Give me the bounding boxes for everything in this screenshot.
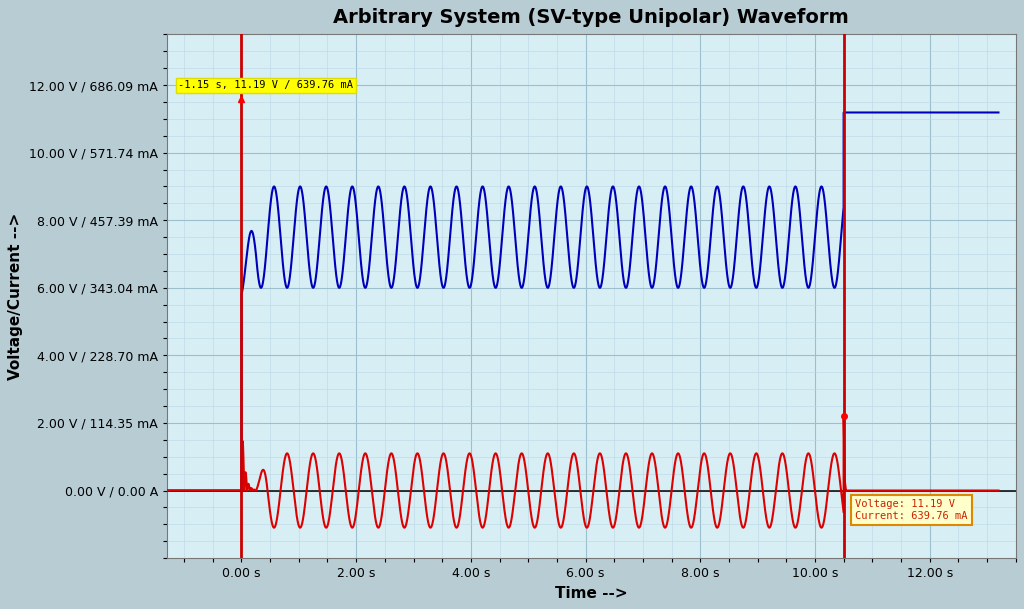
- Y-axis label: Voltage/Current -->: Voltage/Current -->: [8, 213, 24, 380]
- Text: Voltage: 11.19 V
Current: 639.76 mA: Voltage: 11.19 V Current: 639.76 mA: [855, 499, 968, 521]
- Text: -1.15 s, 11.19 V / 639.76 mA: -1.15 s, 11.19 V / 639.76 mA: [178, 80, 353, 91]
- X-axis label: Time -->: Time -->: [555, 586, 628, 600]
- Title: Arbitrary System (SV-type Unipolar) Waveform: Arbitrary System (SV-type Unipolar) Wave…: [334, 9, 849, 27]
